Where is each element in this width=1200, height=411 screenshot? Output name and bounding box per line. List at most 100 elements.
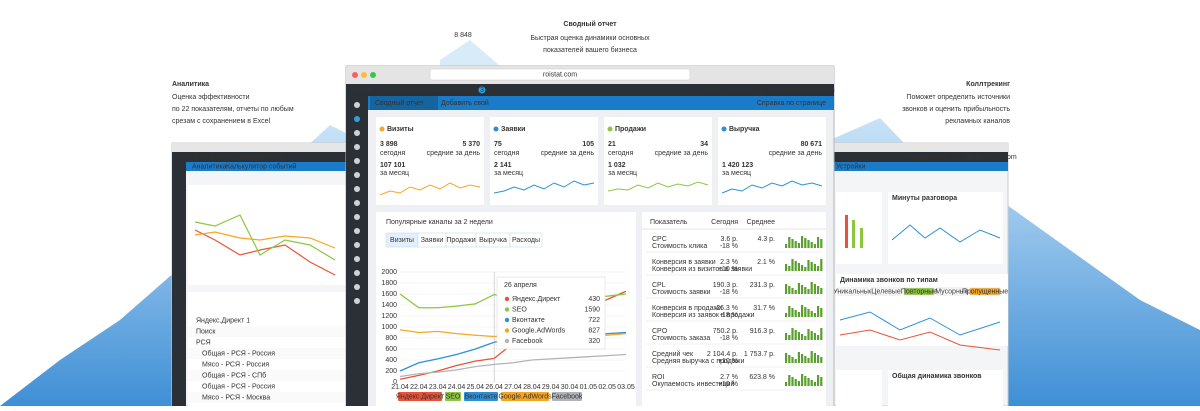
decor-line: [839, 311, 1001, 336]
metric-name: CPC: [652, 236, 667, 243]
legend-button[interactable]: [552, 392, 582, 401]
legend-button[interactable]: [464, 392, 498, 401]
card-icon: [607, 126, 613, 132]
mini-bar: [810, 262, 813, 271]
x-tick-label: 26.04: [485, 384, 503, 391]
metric-avg: 4.3 р.: [757, 236, 775, 243]
button-label: Мусорные: [935, 288, 969, 295]
x-tick-label: 29.04: [542, 384, 560, 391]
tooltip-value: 1590: [584, 306, 600, 313]
tab[interactable]: Добавить свой: [441, 99, 489, 107]
mini-bar: [791, 328, 794, 340]
decor-line: [194, 231, 336, 249]
sidebar-icon: [354, 130, 360, 136]
button-label: Пропущенные: [962, 288, 1008, 295]
chart-tab-label: Продажи: [446, 237, 475, 244]
x-tick-label: 28.04: [523, 384, 541, 391]
tab[interactable]: Аналитика: [192, 163, 227, 170]
tab[interactable]: Калькулятор событий: [226, 162, 297, 170]
mini-bar: [820, 357, 823, 363]
metric-desc: Окупаемость инвестиций: [652, 380, 735, 388]
mini-bar: [791, 308, 794, 317]
button[interactable]: [969, 287, 1001, 296]
mini-bar: [813, 313, 816, 317]
tab-bar: [830, 162, 1008, 171]
card: [490, 117, 598, 205]
tooltip-name: SEO: [512, 306, 527, 313]
sidebar-icon: [354, 228, 360, 234]
button-label: Целевые: [871, 288, 901, 295]
mini-bar: [820, 239, 823, 248]
window-button: [352, 72, 358, 78]
mini-bar: [785, 244, 788, 248]
x-tick-label: 21.04: [391, 384, 409, 391]
metric-today: 750.2 р.: [713, 328, 738, 335]
mini-bar: [801, 305, 804, 317]
card-today: 21: [608, 141, 616, 148]
mini-bar: [810, 380, 813, 386]
sidebar-icon: [354, 102, 360, 108]
legend-button[interactable]: [398, 392, 442, 401]
x-tick-label: 02.05: [598, 384, 616, 391]
button[interactable]: [837, 287, 869, 296]
decor-bar: [852, 220, 855, 248]
help-link[interactable]: Справка по странице: [757, 100, 826, 107]
sidebar: [346, 96, 368, 406]
help[interactable]: Помощь: [697, 87, 724, 94]
tab[interactable]: Сводный отчет: [375, 99, 425, 107]
button[interactable]: [903, 287, 935, 296]
decor-line: [194, 214, 336, 261]
mini-bar: [794, 241, 797, 248]
row-label: Общая - РСЯ - СПб: [202, 371, 266, 379]
mini-bar: [801, 265, 804, 271]
table-header: Показатель: [650, 219, 688, 226]
legend-button[interactable]: [501, 392, 549, 401]
decor-bar: [860, 228, 863, 248]
sparkline: [493, 180, 595, 194]
metric-change: +10 %: [718, 266, 738, 273]
mini-bar: [788, 286, 791, 294]
badge: [478, 86, 486, 94]
button-label: Повторные: [901, 288, 937, 295]
sidebar-icon: [354, 284, 360, 290]
button[interactable]: [936, 287, 968, 296]
card-label: за месяц: [722, 170, 751, 177]
notifications: Уведомления: [443, 87, 487, 94]
mini-bar: [807, 240, 810, 248]
button[interactable]: [870, 287, 902, 296]
metric-today: 2.7 %: [720, 374, 738, 381]
caption-line: Быстрая оценка динамики основных: [530, 35, 650, 42]
mini-bar: [820, 259, 823, 271]
panel-title: Общая динамика звонков: [892, 372, 982, 380]
notifications: Уведомления: [240, 154, 284, 161]
metric-today: 190.3 р.: [713, 282, 738, 289]
mini-bar: [788, 306, 791, 317]
window-button: [370, 72, 376, 78]
tooltip-value: 827: [588, 327, 600, 334]
mini-bar: [788, 266, 791, 271]
mini-bar: [813, 264, 816, 271]
row: [188, 381, 346, 392]
mini-bar: [794, 330, 797, 340]
row-label: Общая - РСЯ - Россия: [202, 382, 275, 390]
card-title: Визиты: [387, 126, 414, 133]
tab-active: [370, 96, 438, 110]
legend-button[interactable]: [445, 392, 461, 401]
mini-bar: [797, 332, 800, 340]
card-icon: [721, 126, 727, 132]
sparkline: [607, 181, 709, 192]
mini-bar: [797, 352, 800, 363]
decor-line: [194, 229, 336, 276]
tooltip-dot: [504, 307, 510, 312]
mini-bar: [797, 243, 800, 248]
mini-bar: [785, 382, 788, 386]
chart-tab[interactable]: [509, 232, 543, 248]
metric-change: -18 %: [720, 289, 738, 296]
row-label: Общая - РСЯ - Россия: [202, 349, 275, 357]
mini-bar: [817, 306, 820, 317]
card-title: Выручка: [729, 126, 760, 133]
x-tick-label: 25.04: [467, 384, 485, 391]
metric-change: -18 %: [720, 335, 738, 342]
tooltip-dot: [504, 317, 510, 323]
sparkline: [721, 180, 823, 194]
